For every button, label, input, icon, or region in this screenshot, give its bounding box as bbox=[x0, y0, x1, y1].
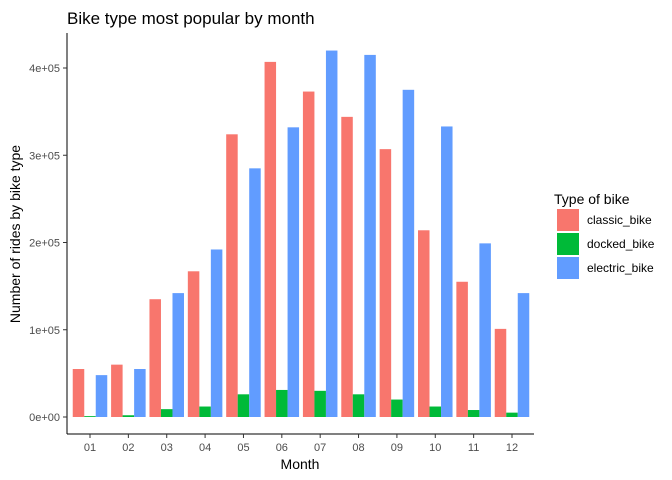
bar-electric_bike-10 bbox=[441, 126, 453, 418]
bar-classic_bike-01 bbox=[72, 369, 85, 417]
plot-area bbox=[72, 50, 530, 418]
bar-electric_bike-09 bbox=[402, 89, 415, 417]
bar-docked_bike-08 bbox=[352, 394, 365, 417]
legend-key-electric_bike bbox=[557, 257, 579, 279]
bar-classic_bike-11 bbox=[456, 281, 468, 417]
bar-electric_bike-02 bbox=[134, 369, 146, 417]
legend-label-classic_bike: classic_bike bbox=[587, 213, 652, 227]
bar-electric_bike-05 bbox=[249, 168, 261, 417]
x-tick-label: 08 bbox=[352, 442, 364, 454]
legend-key-classic_bike bbox=[557, 209, 579, 231]
x-tick-label: 11 bbox=[468, 442, 479, 454]
y-tick-label: 0e+00 bbox=[29, 412, 60, 424]
chart-title: Bike type most popular by month bbox=[67, 9, 315, 28]
bar-classic_bike-03 bbox=[149, 299, 161, 417]
legend-label-electric_bike: electric_bike bbox=[587, 261, 654, 275]
x-tick-label: 12 bbox=[506, 442, 518, 454]
x-tick-label: 01 bbox=[84, 442, 96, 454]
x-tick-label: 06 bbox=[276, 442, 288, 454]
bar-classic_bike-12 bbox=[494, 328, 507, 417]
x-axis-ticks: 01 02 03 04 05 06 07 08 09 10 11 12 bbox=[84, 434, 518, 454]
bar-classic_bike-07 bbox=[302, 91, 315, 417]
x-tick-label: 10 bbox=[429, 442, 441, 454]
bar-electric_bike-01 bbox=[95, 375, 108, 417]
bar-electric_bike-12 bbox=[517, 293, 530, 417]
legend-key-docked_bike bbox=[557, 233, 579, 255]
bar-classic_bike-08 bbox=[341, 116, 353, 418]
bar-docked_bike-07 bbox=[314, 390, 326, 417]
y-tick-label: 2e+05 bbox=[29, 238, 60, 250]
x-tick-label: 04 bbox=[199, 442, 211, 454]
bar-classic_bike-09 bbox=[379, 149, 392, 417]
y-axis-title: Number of rides by bike type bbox=[7, 145, 23, 323]
bar-docked_bike-05 bbox=[237, 394, 250, 417]
bar-electric_bike-04 bbox=[210, 249, 223, 417]
bar-docked_bike-02 bbox=[122, 415, 135, 417]
bar-classic_bike-04 bbox=[187, 271, 200, 417]
legend-title: Type of bike bbox=[554, 191, 630, 207]
bar-electric_bike-08 bbox=[364, 54, 376, 417]
bar-electric_bike-03 bbox=[172, 293, 184, 417]
x-tick-label: 07 bbox=[314, 442, 326, 454]
bar-docked_bike-12 bbox=[506, 412, 518, 417]
x-tick-label: 02 bbox=[122, 442, 134, 454]
legend: Type of bike classic_bike docked_bikeelec… bbox=[554, 191, 655, 279]
bar-classic_bike-02 bbox=[111, 364, 123, 417]
x-tick-label: 09 bbox=[391, 442, 403, 454]
x-tick-label: 05 bbox=[237, 442, 249, 454]
bar-docked_bike-09 bbox=[391, 399, 403, 417]
bar-electric_bike-06 bbox=[287, 127, 300, 417]
bar-docked_bike-06 bbox=[276, 389, 288, 417]
bar-docked_bike-01 bbox=[84, 416, 96, 417]
bar-docked_bike-03 bbox=[160, 409, 173, 417]
bar-electric_bike-11 bbox=[479, 243, 491, 417]
bar-electric_bike-07 bbox=[325, 50, 338, 418]
y-axis-ticks: 0e+00 1e+05 2e+05 3e+05 4e+05 bbox=[29, 63, 67, 424]
legend-label-docked_bike: docked_bike bbox=[587, 237, 655, 251]
y-tick-label: 1e+05 bbox=[29, 325, 60, 337]
bar-docked_bike-10 bbox=[429, 406, 442, 417]
x-axis-title: Month bbox=[281, 456, 320, 472]
y-tick-label: 3e+05 bbox=[29, 150, 60, 162]
bar-classic_bike-05 bbox=[226, 134, 238, 417]
bar-docked_bike-04 bbox=[199, 406, 211, 417]
bar-docked_bike-11 bbox=[467, 410, 480, 417]
bar-classic_bike-10 bbox=[418, 230, 430, 417]
x-tick-label: 03 bbox=[161, 442, 173, 454]
y-tick-label: 4e+05 bbox=[29, 63, 60, 75]
bar-classic_bike-06 bbox=[264, 61, 277, 417]
